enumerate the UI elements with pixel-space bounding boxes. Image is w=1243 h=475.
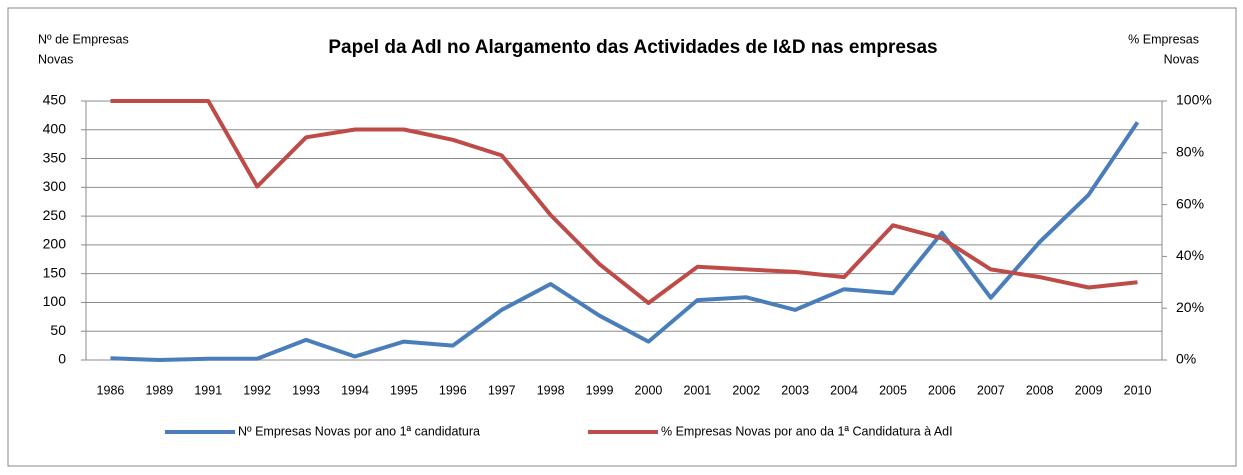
x-tick-label: 1998 (537, 383, 565, 397)
x-tick-label: 1986 (97, 383, 125, 397)
chart-border (7, 7, 1237, 467)
x-tick-label: 2005 (879, 383, 907, 397)
x-tick-label: 2009 (1075, 383, 1103, 397)
x-tick-label: 1991 (194, 383, 222, 397)
y-tick-label: 50 (50, 322, 66, 338)
y-tick-label: 250 (43, 207, 67, 223)
x-tick-label: 2001 (683, 383, 711, 397)
x-tick-label: 2007 (977, 383, 1005, 397)
x-tick-label: 1997 (488, 383, 516, 397)
x-tick-label: 2000 (635, 383, 663, 397)
x-tick-label: 1994 (341, 383, 369, 397)
y-tick-label: 200 (43, 236, 67, 252)
data-line (110, 99, 1138, 305)
y-tick-label: 300 (43, 178, 67, 194)
y-tick-label: 400 (43, 120, 67, 136)
y2-tick-label: 20% (1176, 299, 1204, 315)
x-tick-label: 1995 (390, 383, 418, 397)
y2-tick-label: 40% (1176, 247, 1204, 263)
x-tick-label: 1996 (439, 383, 467, 397)
chart-title: Papel da AdI no Alargamento das Activida… (328, 37, 937, 58)
y2-tick-label: 60% (1176, 195, 1204, 211)
x-tick-label: 2003 (781, 383, 809, 397)
legend-label: % Empresas Novas por ano da 1ª Candidatu… (661, 424, 953, 438)
x-tick-label: 1999 (586, 383, 614, 397)
y2-tick-label: 100% (1176, 92, 1212, 108)
y2-axis-label: Novas (1164, 52, 1199, 66)
y-axis-label: Nº de Empresas (38, 32, 129, 46)
x-tick-label: 2002 (732, 383, 760, 397)
data-line (110, 121, 1140, 362)
x-tick-label: 1992 (243, 383, 271, 397)
y2-tick-label: 0% (1176, 351, 1196, 367)
x-tick-label: 2006 (928, 383, 956, 397)
y-tick-label: 350 (43, 149, 67, 165)
x-tick-label: 2010 (1124, 383, 1152, 397)
x-tick-label: 1993 (292, 383, 320, 397)
y-tick-label: 0 (58, 351, 66, 367)
y2-tick-label: 80% (1176, 144, 1204, 160)
legend-label: Nº Empresas Novas por ano 1ª candidatura (238, 424, 480, 438)
y-axis-label: Novas (38, 52, 73, 66)
y2-axis-label: % Empresas (1128, 32, 1199, 46)
y-tick-label: 150 (43, 264, 67, 280)
x-tick-label: 2004 (830, 383, 858, 397)
x-tick-label: 1989 (145, 383, 173, 397)
x-tick-label: 2008 (1026, 383, 1054, 397)
y-tick-label: 450 (43, 92, 67, 108)
y-tick-label: 100 (43, 293, 67, 309)
